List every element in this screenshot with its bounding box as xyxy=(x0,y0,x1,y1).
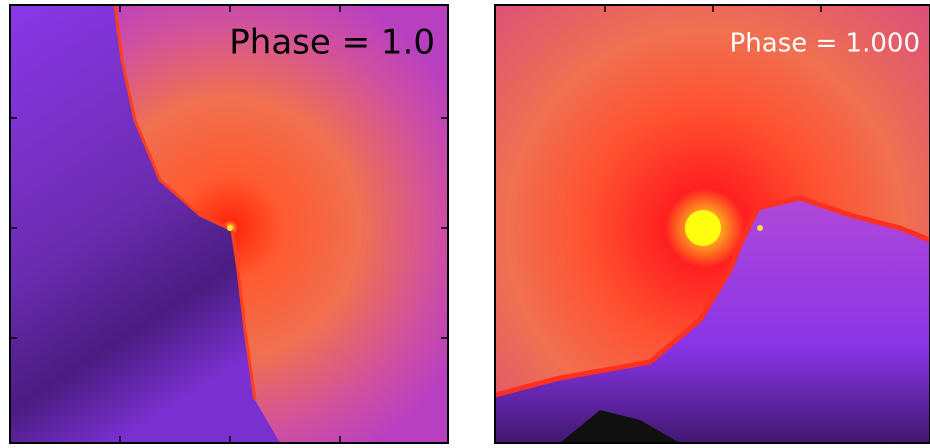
right-panel-image xyxy=(495,5,930,443)
figure: Phase = 1.0 Phase = 1.000 xyxy=(0,0,930,448)
page: Phase = 1.0 Phase = 1.000 (() => { const… xyxy=(0,0,930,448)
phase-label: Phase = 1.0 xyxy=(229,23,435,63)
left-panel-image xyxy=(10,5,448,443)
phase-label: Phase = 1.000 xyxy=(730,29,920,59)
